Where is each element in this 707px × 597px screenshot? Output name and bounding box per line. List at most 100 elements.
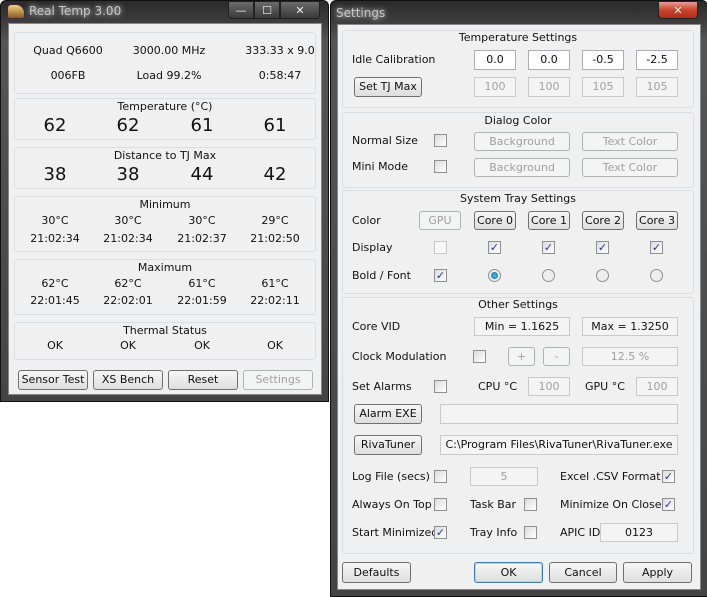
settings-title: Settings xyxy=(336,6,386,20)
distance-label: Distance to TJ Max xyxy=(113,149,217,162)
gpu-display-checkbox[interactable] xyxy=(434,241,447,254)
mini-background-button[interactable]: Background xyxy=(474,158,570,177)
close-button[interactable]: ✕ xyxy=(280,1,320,19)
normal-background-button[interactable]: Background xyxy=(474,132,570,151)
normal-text-color-button[interactable]: Text Color xyxy=(582,132,678,151)
tj-max-input[interactable]: 100 xyxy=(474,77,516,97)
max-temp: 61°C xyxy=(188,277,216,290)
log-file-checkbox[interactable] xyxy=(434,470,447,483)
realtemp-window: Real Temp 3.00 — ☐ ✕ Quad Q6600 3000.00 … xyxy=(0,0,329,402)
cpu-alarm-input[interactable]: 100 xyxy=(528,377,570,396)
tj-max-input[interactable]: 105 xyxy=(636,77,678,97)
settings-close-button[interactable]: ✕ xyxy=(658,1,698,19)
min-temp: 30°C xyxy=(188,214,216,227)
set-tj-max-button[interactable]: Set TJ Max xyxy=(354,77,422,97)
alarm-exe-path[interactable] xyxy=(440,404,678,424)
maximize-button[interactable]: ☐ xyxy=(254,1,280,19)
thermal-status: OK xyxy=(47,339,63,352)
mini-mode-checkbox[interactable] xyxy=(434,160,447,173)
thermal-status-label: Thermal Status xyxy=(123,324,207,337)
apply-button[interactable]: Apply xyxy=(623,562,692,583)
display-label: Display xyxy=(352,241,393,254)
thermal-status: OK xyxy=(120,339,136,352)
minimize-on-close-checkbox[interactable]: ✓ xyxy=(662,498,675,511)
minimize-button[interactable]: — xyxy=(228,1,254,19)
rivatuner-button[interactable]: RivaTuner xyxy=(354,435,422,455)
cpu-frequency: 3000.00 MHz xyxy=(132,44,206,57)
cpu-id: 006FB xyxy=(50,69,86,82)
min-time: 21:02:50 xyxy=(250,232,300,245)
idle-calibration-input[interactable]: 0.0 xyxy=(474,50,516,70)
defaults-button[interactable]: Defaults xyxy=(342,562,411,583)
start-minimized-checkbox[interactable]: ✓ xyxy=(434,526,447,539)
font-radio-core2[interactable] xyxy=(596,269,609,282)
set-alarms-checkbox[interactable] xyxy=(434,380,447,393)
min-time: 21:02:34 xyxy=(103,232,153,245)
settings-button[interactable]: Settings xyxy=(243,370,313,390)
max-time: 22:01:59 xyxy=(177,294,227,307)
core-temp: 61 xyxy=(190,115,214,136)
font-radio-core1[interactable] xyxy=(542,269,555,282)
core2-display-checkbox[interactable]: ✓ xyxy=(596,241,609,254)
task-bar-checkbox[interactable] xyxy=(524,498,537,511)
thermal-status: OK xyxy=(194,339,210,352)
always-on-top-checkbox[interactable] xyxy=(434,498,447,511)
font-radio-core3[interactable] xyxy=(650,269,663,282)
tj-max-input[interactable]: 105 xyxy=(582,77,624,97)
core2-color-button[interactable]: Core 2 xyxy=(582,211,624,230)
temperature-settings-group: Temperature Settings xyxy=(342,30,694,108)
core3-color-button[interactable]: Core 3 xyxy=(636,211,678,230)
cpu-model: Quad Q6600 xyxy=(33,44,103,57)
max-time: 22:02:01 xyxy=(103,294,153,307)
core0-display-checkbox[interactable]: ✓ xyxy=(488,241,501,254)
log-secs-input[interactable]: 5 xyxy=(470,467,538,486)
start-minimized-label: Start Minimized xyxy=(352,526,439,539)
normal-size-checkbox[interactable] xyxy=(434,134,447,147)
tj-max-input[interactable]: 100 xyxy=(528,77,570,97)
alarm-exe-button[interactable]: Alarm EXE xyxy=(354,404,422,424)
core0-color-button[interactable]: Core 0 xyxy=(474,211,516,230)
cpu-load: Load 99.2% xyxy=(136,69,202,82)
maximum-label: Maximum xyxy=(137,261,193,274)
rivatuner-path[interactable]: C:\Program Files\RivaTuner\RivaTuner.exe xyxy=(440,435,678,455)
other-settings-label: Other Settings xyxy=(478,298,558,311)
apic-id-label: APIC ID xyxy=(560,526,601,539)
temperature-label: Temperature (°C) xyxy=(117,100,213,113)
always-on-top-label: Always On Top xyxy=(352,498,432,511)
clock-minus-button[interactable]: - xyxy=(543,347,570,366)
clock-plus-button[interactable]: + xyxy=(508,347,535,366)
apic-id-value[interactable]: 0123 xyxy=(600,523,678,542)
cancel-button[interactable]: Cancel xyxy=(549,562,617,583)
font-radio-core0[interactable] xyxy=(488,269,501,282)
clock-modulation-checkbox[interactable] xyxy=(473,350,486,363)
excel-csv-checkbox[interactable]: ✓ xyxy=(662,470,675,483)
ok-button[interactable]: OK xyxy=(474,562,543,583)
dialog-color-group: Dialog Color xyxy=(342,112,694,188)
core1-color-button[interactable]: Core 1 xyxy=(528,211,570,230)
reset-button[interactable]: Reset xyxy=(168,370,238,390)
tray-info-checkbox[interactable] xyxy=(524,526,537,539)
xs-bench-button[interactable]: XS Bench xyxy=(93,370,163,390)
core-vid-label: Core VID xyxy=(352,320,401,333)
tray-info-label: Tray Info xyxy=(470,526,518,539)
gpu-color-button[interactable]: GPU xyxy=(419,211,461,230)
gpu-alarm-input[interactable]: 100 xyxy=(636,377,678,396)
core1-display-checkbox[interactable]: ✓ xyxy=(542,241,555,254)
core-distance: 38 xyxy=(116,164,140,185)
vid-max: Max = 1.3250 xyxy=(582,317,678,336)
mini-text-color-button[interactable]: Text Color xyxy=(582,158,678,177)
core3-display-checkbox[interactable]: ✓ xyxy=(650,241,663,254)
set-alarms-label: Set Alarms xyxy=(352,380,412,393)
settings-client xyxy=(337,24,701,590)
idle-calibration-input[interactable]: 0.0 xyxy=(528,50,570,70)
core-temp: 61 xyxy=(263,115,287,136)
core-distance: 38 xyxy=(43,164,67,185)
sensor-test-button[interactable]: Sensor Test xyxy=(18,370,88,390)
minimum-label: Minimum xyxy=(139,198,191,211)
max-temp: 62°C xyxy=(114,277,142,290)
idle-calibration-input[interactable]: -2.5 xyxy=(636,50,678,70)
idle-calibration-input[interactable]: -0.5 xyxy=(582,50,624,70)
uptime: 0:58:47 xyxy=(258,69,302,82)
bold-checkbox[interactable]: ✓ xyxy=(434,269,447,282)
excel-csv-label: Excel .CSV Format xyxy=(560,470,661,483)
